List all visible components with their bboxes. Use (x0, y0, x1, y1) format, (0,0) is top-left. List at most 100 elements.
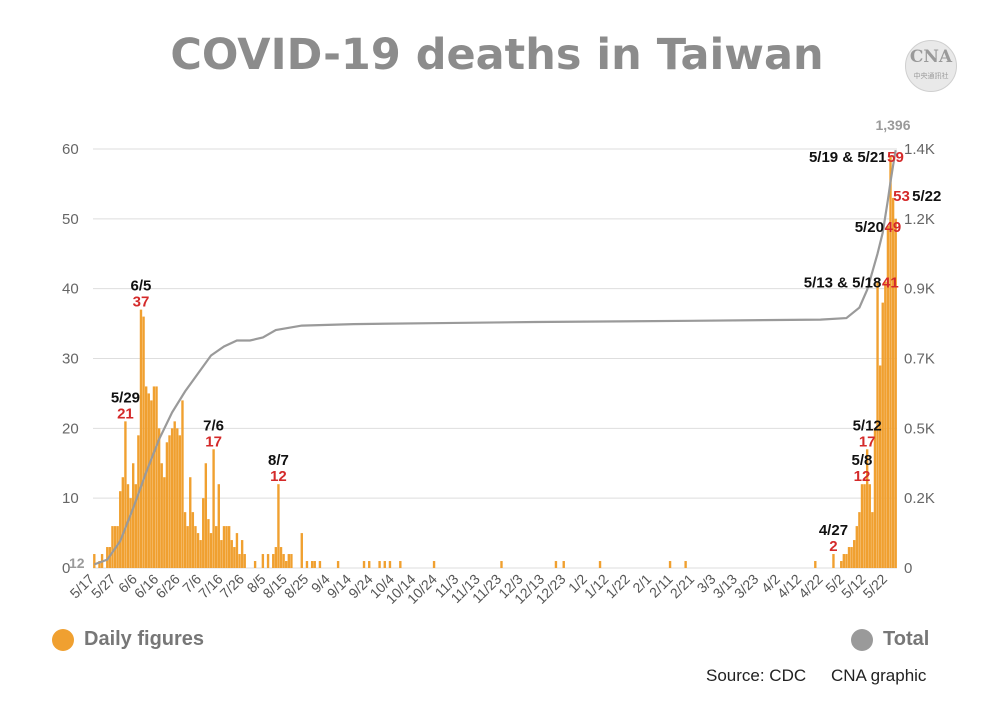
left-tick-label: 60 (62, 141, 79, 158)
cna-logo: CNA 中央通訊社 (905, 40, 957, 92)
daily-bar (253, 561, 257, 568)
daily-bar (313, 561, 316, 568)
legend-daily: Daily figures (52, 628, 204, 651)
annotation-value: 17 (859, 433, 876, 450)
annotation-value: 53 (893, 188, 910, 205)
x-tick-label: 3/23 (731, 571, 762, 602)
annotation-7-6: 7/617 (203, 417, 224, 450)
annotation-date: 5/8 (852, 452, 873, 469)
daily-bar (126, 484, 130, 568)
daily-bar (287, 554, 291, 568)
annotation-inline: 595/19 & 5/21 (809, 149, 904, 166)
right-tick-label: 0.2K (904, 490, 935, 507)
daily-bar (873, 428, 877, 568)
total-legend-label: Total (883, 628, 930, 650)
daily-bar (272, 554, 275, 568)
x-tick-label: 8/25 (281, 571, 312, 602)
daily-bar (889, 155, 892, 568)
daily-bar (116, 526, 119, 568)
daily-bar (189, 477, 192, 568)
daily-bar (235, 533, 239, 568)
daily-bar (847, 547, 851, 568)
daily-bar (240, 540, 244, 568)
daily-bar (865, 449, 869, 568)
daily-bar (684, 561, 687, 568)
daily-bar (150, 400, 153, 568)
daily-bar (290, 554, 293, 568)
daily-bar (318, 561, 322, 568)
daily-bar (93, 554, 96, 568)
daily-bar (362, 561, 366, 568)
daily-bar (212, 449, 215, 568)
daily-bar (155, 386, 158, 568)
daily-bar (129, 498, 132, 568)
daily-bar (845, 554, 848, 568)
daily-bar (300, 533, 303, 568)
daily-bar (196, 533, 200, 568)
daily-bar (277, 484, 280, 568)
daily-bar (860, 484, 864, 568)
annotation-date: 5/29 (111, 389, 140, 406)
daily-bar (238, 554, 241, 568)
daily-bar (191, 512, 195, 568)
daily-bar (279, 547, 283, 568)
annotation-8-7: 8/712 (268, 452, 289, 485)
daily-bar (868, 484, 871, 568)
daily-bar (261, 554, 265, 568)
right-tick-label: 0 (904, 560, 912, 577)
daily-bar (111, 526, 114, 568)
left-tick-label: 40 (62, 281, 79, 298)
daily-bar (282, 554, 285, 568)
left-tick-label: 10 (62, 490, 79, 507)
x-tick-label: 7/26 (217, 571, 248, 602)
daily-bar (388, 561, 392, 568)
annotation-date: 5/20 (855, 219, 884, 236)
x-tick-label: 5/22 (860, 571, 891, 602)
daily-bar (204, 463, 208, 568)
daily-bar (432, 561, 436, 568)
annotation-6-5: 6/537 (131, 278, 152, 311)
x-tick-label: 1/22 (602, 571, 633, 602)
daily-legend-swatch (52, 628, 74, 651)
left-tick-label: 20 (62, 420, 79, 437)
right-tick-label: 1.2K (904, 211, 935, 228)
daily-bar (871, 512, 874, 568)
right-axis-ticks: 0 0.2K 0.5K 0.7K 0.9K 1.2K 1.4K (904, 141, 935, 577)
daily-bar (266, 554, 270, 568)
left-axis-ticks: 0 10 20 30 40 50 60 (62, 141, 79, 577)
left-tick-label: 30 (62, 351, 79, 368)
daily-bar (220, 540, 223, 568)
annotation-value: 12 (270, 468, 287, 485)
annotation-date: 5/13 & 5/18 (804, 275, 882, 292)
daily-bar (209, 533, 213, 568)
daily-bar (336, 561, 340, 568)
daily-bar (832, 554, 835, 568)
daily-bar (124, 421, 127, 568)
daily-bar (853, 540, 856, 568)
daily-bar (186, 526, 189, 568)
right-tick-label: 0.7K (904, 351, 935, 368)
daily-bar (163, 477, 166, 568)
x-axis-ticks: 5/175/276/66/166/267/67/167/268/58/158/2… (67, 571, 891, 607)
daily-bar (891, 197, 895, 568)
logo-text: CNA (909, 47, 953, 67)
grid-lines (93, 148, 897, 569)
daily-bar (274, 547, 278, 568)
daily-bar (173, 421, 176, 568)
daily-bar (144, 386, 148, 568)
daily-bar (378, 561, 381, 568)
daily-bar (668, 561, 672, 568)
daily-bar (399, 561, 402, 568)
annotations: 6/5375/29217/6178/7124/2725/8125/1217415… (69, 117, 941, 571)
daily-bar (134, 484, 137, 568)
annotation-4-27: 4/272 (819, 522, 848, 555)
daily-bar (147, 393, 150, 568)
daily-bar (383, 561, 386, 568)
daily-bar (152, 386, 156, 568)
daily-bar (227, 526, 231, 568)
source-text: Source: CDC (706, 666, 807, 685)
total-end-label: 1,396 (875, 117, 910, 133)
daily-bar (132, 463, 135, 568)
